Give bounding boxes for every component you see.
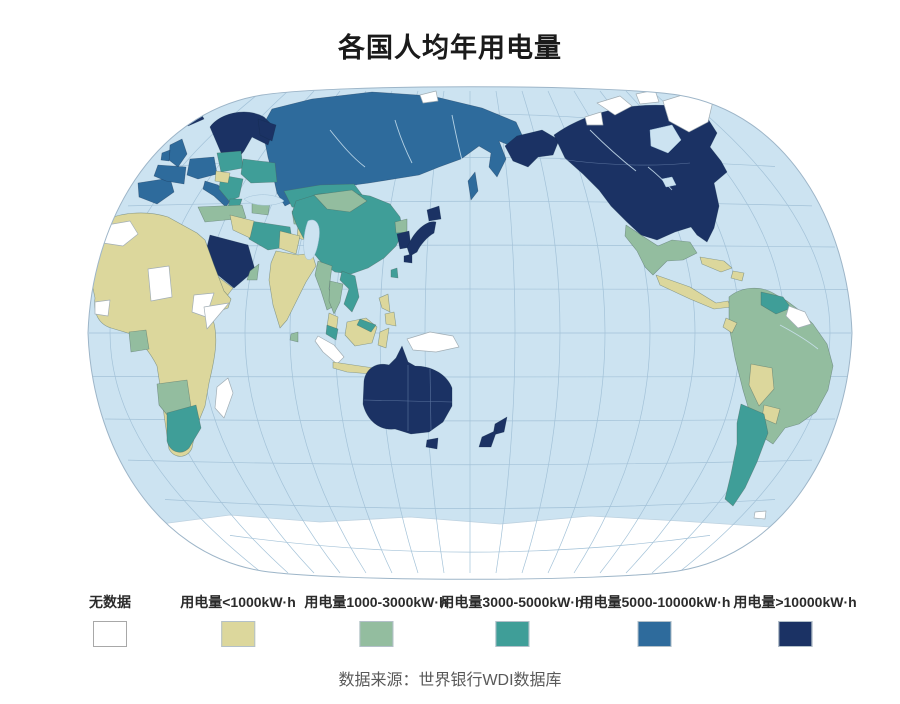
map-border: [87, 86, 853, 580]
malaysia: [325, 324, 339, 341]
legend-label: 用电量3000-5000kW·h: [440, 594, 584, 610]
caspian-sea: [303, 219, 320, 260]
legend-label: 用电量5000-10000kW·h: [579, 594, 731, 610]
legend-label: 无数据: [89, 594, 131, 610]
source-note: 数据来源：世界银行WDI数据库: [338, 672, 562, 689]
legend-swatch-lt1000: [220, 621, 255, 647]
arctic-island-1: [596, 95, 633, 116]
hungary: [214, 170, 231, 184]
sabah-sarawak: [356, 318, 377, 333]
vietnam-laos: [339, 270, 360, 313]
new-zealand-south: [478, 429, 498, 448]
antarctica: [115, 514, 841, 580]
great-lakes: [661, 176, 677, 188]
madagascar: [214, 377, 234, 419]
legend-item-1000-3000: 用电量1000-3000kW·h: [304, 592, 448, 647]
japan-hokkaido: [426, 205, 442, 222]
cuba: [699, 256, 733, 273]
arctic-island-3: [584, 111, 604, 126]
taiwan: [390, 267, 399, 279]
somalia-nodata: [203, 302, 230, 330]
pakistan: [278, 230, 301, 255]
poland-baltics: [216, 150, 244, 173]
mexico: [624, 224, 698, 276]
legend-label: 用电量1000-3000kW·h: [304, 594, 448, 610]
australia: [362, 345, 453, 435]
philippines-mindanao: [384, 311, 397, 327]
world-map: [0, 75, 900, 585]
alaska: [504, 129, 560, 168]
page-title: 各国人均年用电量: [338, 33, 562, 63]
legend-swatch-3000-5000: [494, 621, 529, 647]
legend-swatch-gt10000: [777, 621, 812, 647]
philippines-luzon: [378, 293, 391, 313]
guyanas-nodata: [785, 305, 812, 329]
oman: [246, 263, 260, 281]
state-borders: [363, 158, 691, 431]
black-sea: [243, 194, 285, 206]
ecuador: [722, 317, 738, 334]
japan-honshu: [406, 221, 437, 257]
venezuela: [760, 291, 792, 315]
gabon: [128, 329, 150, 353]
legend-swatch-no-data: [93, 621, 127, 647]
france: [153, 164, 187, 185]
legend: 无数据 用电量<1000kW·h 用电量1000-3000kW·h 用电量300…: [0, 592, 900, 664]
legend-label: 用电量<1000kW·h: [180, 594, 296, 610]
japan-kyushu: [403, 253, 413, 264]
sulawesi: [377, 327, 390, 349]
sakhalin: [467, 171, 479, 201]
chad-nodata: [147, 265, 173, 302]
legend-item-5000-10000: 用电量5000-10000kW·h: [579, 592, 731, 647]
countries: [90, 89, 834, 520]
hispaniola: [730, 270, 745, 282]
rivers: [329, 114, 819, 350]
mongolia: [313, 189, 368, 213]
south-africa: [166, 404, 202, 453]
iraq-syria: [229, 214, 255, 239]
hudson-bay: [649, 124, 682, 154]
legend-item-gt10000: 用电量>10000kW·h: [733, 592, 857, 647]
ireland: [160, 149, 171, 162]
legend-item-lt1000: 用电量<1000kW·h: [180, 592, 296, 647]
finland: [257, 118, 277, 142]
bolivia: [748, 363, 775, 407]
guinea-nodata: [94, 299, 111, 317]
new-guinea-nodata: [406, 331, 460, 353]
africa: [90, 212, 232, 457]
tasmania: [425, 437, 439, 450]
chile-argentina: [724, 403, 769, 507]
legend-label: 用电量>10000kW·h: [733, 594, 857, 610]
svalbard: [419, 90, 439, 104]
thailand: [328, 280, 344, 315]
ukraine: [240, 158, 278, 184]
china: [291, 191, 404, 275]
legend-item-no-data: 无数据: [89, 592, 131, 647]
legend-item-3000-5000: 用电量3000-5000kW·h: [440, 592, 584, 647]
map-canvas: [87, 86, 853, 580]
falklands-nodata: [753, 510, 767, 520]
legend-swatch-1000-3000: [358, 621, 393, 647]
legend-swatch-5000-10000: [637, 621, 672, 647]
inland-water: [243, 124, 682, 260]
sri-lanka: [289, 331, 299, 343]
germany-central-europe: [186, 156, 218, 180]
